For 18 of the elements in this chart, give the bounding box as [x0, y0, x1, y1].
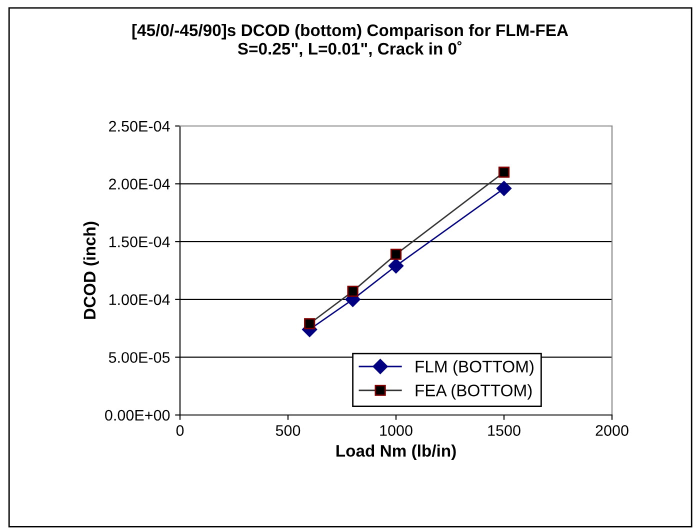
y-tick-label: 0.00E+00 [105, 410, 170, 421]
x-tick-label: 500 [276, 425, 300, 436]
y-tick-label: 2.50E-04 [109, 120, 170, 132]
x-tick-label: 1500 [488, 425, 520, 436]
point [388, 258, 404, 274]
x-axis-title: Load Nm (lb/in) [336, 444, 456, 460]
x-tick-label: 1000 [380, 425, 412, 436]
y-axis-title: DCOD (inch) [83, 222, 99, 319]
chart-title: [45/0/-45/90]s DCOD (bottom) Comparison for FLM-FEA S=0.25", L=0.01", Crack in 0˚ [132, 24, 568, 58]
x-tick-label: 0 [176, 425, 184, 436]
legend-label: FEA (BOTTOM) [416, 384, 532, 400]
y-tick-label: 1.50E-04 [109, 236, 170, 248]
y-tick-label: 2.00E-04 [109, 178, 170, 190]
point [496, 180, 512, 196]
legend-label: FLM (BOTTOM) [416, 360, 534, 376]
x-tick-label: 2000 [596, 425, 628, 436]
y-tick-label: 5.00E-05 [108, 352, 170, 363]
y-tick-label: 1.00E-04 [109, 294, 170, 306]
